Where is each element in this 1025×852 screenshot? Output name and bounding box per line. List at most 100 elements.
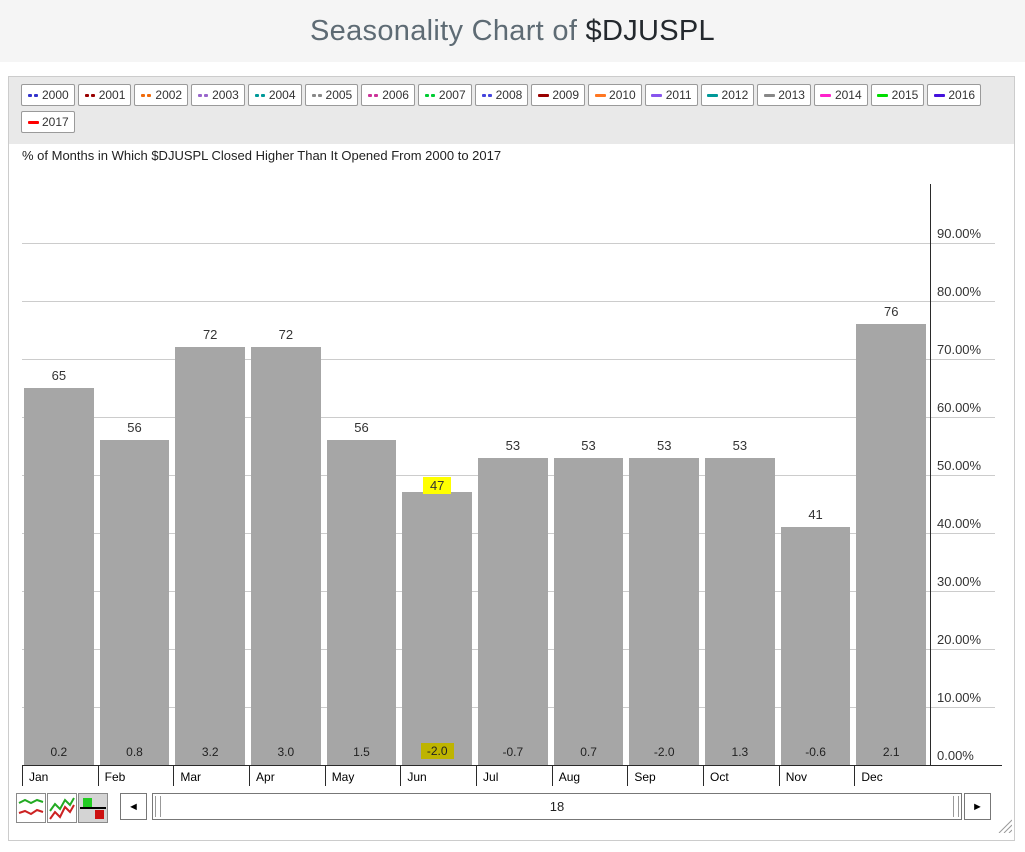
chart-type-histogram-button[interactable] bbox=[78, 793, 108, 823]
bar-Jun bbox=[402, 492, 473, 765]
year-toggle-2009[interactable]: 2009 bbox=[531, 84, 586, 106]
bar-slot-Sep: 53 -2.0 bbox=[627, 185, 703, 765]
year-toggle-2013[interactable]: 2013 bbox=[757, 84, 811, 106]
year-label: 2010 bbox=[609, 88, 636, 102]
y-tick-label: 90.00% bbox=[937, 226, 982, 241]
year-label: 2003 bbox=[212, 88, 239, 102]
y-tick-label: 10.00% bbox=[937, 690, 982, 705]
month-label-Apr: Apr bbox=[249, 766, 325, 786]
dotted-line-icon bbox=[197, 93, 209, 97]
year-toggle-2000[interactable]: 2000 bbox=[21, 84, 75, 106]
bar-slot-Dec: 76 2.1 bbox=[854, 185, 930, 765]
y-tick-label: 60.00% bbox=[937, 400, 982, 415]
month-label-Jun: Jun bbox=[400, 766, 476, 786]
scroll-left-button[interactable]: ◄ bbox=[120, 793, 147, 820]
chart-type-cumulative-button[interactable] bbox=[47, 793, 77, 823]
bar-slot-Feb: 56 0.8 bbox=[98, 185, 174, 765]
bar-value-label: 72 bbox=[202, 327, 218, 343]
year-legend: 2000 2001 2002 2003 2004 2005 2006 2007 2008 2009… bbox=[9, 77, 1014, 144]
year-label: 2017 bbox=[42, 115, 69, 129]
avg-change-label: 3.0 bbox=[277, 745, 295, 759]
year-toggle-2004[interactable]: 2004 bbox=[247, 84, 302, 106]
bar-Nov bbox=[780, 527, 851, 765]
year-toggle-2002[interactable]: 2002 bbox=[134, 84, 189, 106]
year-toggle-2015[interactable]: 2015 bbox=[870, 84, 925, 106]
avg-change-label: 2.1 bbox=[882, 745, 900, 759]
bar-value-label: 53 bbox=[505, 437, 521, 453]
month-axis: Jan Feb Mar Apr May Jun Jul Aug Sep Oct Nov Dec bbox=[22, 766, 930, 786]
gridline-80 bbox=[22, 301, 995, 302]
gridline-70 bbox=[22, 359, 995, 360]
year-label: 2015 bbox=[891, 88, 919, 102]
scroll-right-button[interactable]: ► bbox=[964, 793, 991, 820]
year-label: 2013 bbox=[778, 88, 805, 102]
bar-value-label: 41 bbox=[808, 507, 823, 523]
year-toggle-2017[interactable]: 2017 bbox=[21, 111, 75, 133]
bar-slot-Apr: 72 3.0 bbox=[249, 185, 325, 765]
year-label: 2014 bbox=[834, 88, 862, 102]
year-toggle-2005[interactable]: 2005 bbox=[304, 84, 359, 106]
bar-value-label: 72 bbox=[278, 327, 294, 343]
bar-Jan bbox=[24, 388, 94, 765]
year-label: 2016 bbox=[948, 88, 976, 102]
year-toggle-2007[interactable]: 2007 bbox=[417, 84, 472, 106]
bar-slot-Jun: 47 -2.0 bbox=[400, 185, 476, 765]
bar-slot-Jan: 65 0.2 bbox=[22, 185, 98, 765]
year-toggle-2012[interactable]: 2012 bbox=[700, 84, 755, 106]
year-toggle-2003[interactable]: 2003 bbox=[191, 84, 245, 106]
year-toggle-2010[interactable]: 2010 bbox=[588, 84, 642, 106]
year-label: 2011 bbox=[665, 88, 692, 102]
bar-value-label: 53 bbox=[581, 437, 596, 453]
y-tick-label: 50.00% bbox=[937, 458, 982, 473]
avg-change-label: 1.3 bbox=[731, 745, 749, 759]
year-label: 2005 bbox=[325, 88, 353, 102]
gridline-60 bbox=[22, 417, 995, 418]
avg-change-label: 0.7 bbox=[580, 745, 597, 759]
bar-plot-area: 65 0.2 56 0.8 72 3.2 72 3.0 56 1.5 47 -2.0 53 -0.7 53 0… bbox=[22, 185, 930, 765]
year-toggle-2006[interactable]: 2006 bbox=[361, 84, 415, 106]
scrollbar-track[interactable]: 18 bbox=[152, 793, 962, 820]
year-label: 2004 bbox=[268, 88, 296, 102]
bar-slot-Oct: 53 1.3 bbox=[703, 185, 779, 765]
year-label: 2001 bbox=[98, 88, 126, 102]
month-label-Jan: Jan bbox=[22, 766, 98, 786]
y-tick-label: 40.00% bbox=[937, 516, 982, 531]
avg-change-label: 3.2 bbox=[201, 745, 219, 759]
scrollbar-right-grip[interactable] bbox=[953, 796, 959, 817]
scrollbar-value: 18 bbox=[549, 799, 565, 814]
bar-value-label: 65 bbox=[51, 368, 67, 383]
year-label: 2008 bbox=[495, 88, 523, 102]
year-label: 2007 bbox=[438, 88, 466, 102]
year-toggle-2016[interactable]: 2016 bbox=[927, 84, 982, 106]
bar-Feb bbox=[99, 440, 170, 765]
page-title: Seasonality Chart of $DJUSPL bbox=[310, 15, 715, 48]
avg-change-label: -2.0 bbox=[653, 745, 675, 759]
year-label: 2002 bbox=[155, 88, 183, 102]
bar-Dec bbox=[856, 324, 927, 765]
chart-subtitle: % of Months in Which $DJUSPL Closed High… bbox=[22, 148, 502, 163]
resize-handle-icon[interactable] bbox=[994, 815, 1013, 834]
highlighted-bar-value: 47 bbox=[422, 477, 452, 495]
year-toggle-2008[interactable]: 2008 bbox=[474, 84, 529, 106]
year-toggle-2011[interactable]: 2011 bbox=[644, 84, 698, 106]
avg-change-label: -2.0 bbox=[400, 743, 474, 759]
bar-slot-Jul: 53 -0.7 bbox=[476, 185, 552, 765]
dash-line-icon bbox=[594, 93, 606, 97]
chart-type-line-button[interactable] bbox=[16, 793, 46, 823]
bar-Mar bbox=[175, 347, 246, 765]
dotted-line-icon bbox=[84, 93, 96, 97]
year-toggle-2014[interactable]: 2014 bbox=[813, 84, 868, 106]
gridline-90 bbox=[22, 243, 995, 244]
scrollbar-left-grip[interactable] bbox=[155, 796, 161, 817]
dotted-line-icon bbox=[27, 93, 39, 97]
histogram-chart-icon bbox=[80, 798, 106, 819]
dash-line-icon bbox=[933, 93, 945, 97]
y-tick-label: 80.00% bbox=[937, 284, 982, 299]
year-toggle-2001[interactable]: 2001 bbox=[77, 84, 132, 106]
month-label-Feb: Feb bbox=[97, 766, 174, 786]
dash-line-icon bbox=[820, 93, 832, 97]
year-label: 2006 bbox=[382, 88, 409, 102]
bar-Sep bbox=[629, 457, 700, 765]
dash-line-icon bbox=[651, 93, 663, 97]
avg-change-label: 0.8 bbox=[126, 745, 143, 759]
